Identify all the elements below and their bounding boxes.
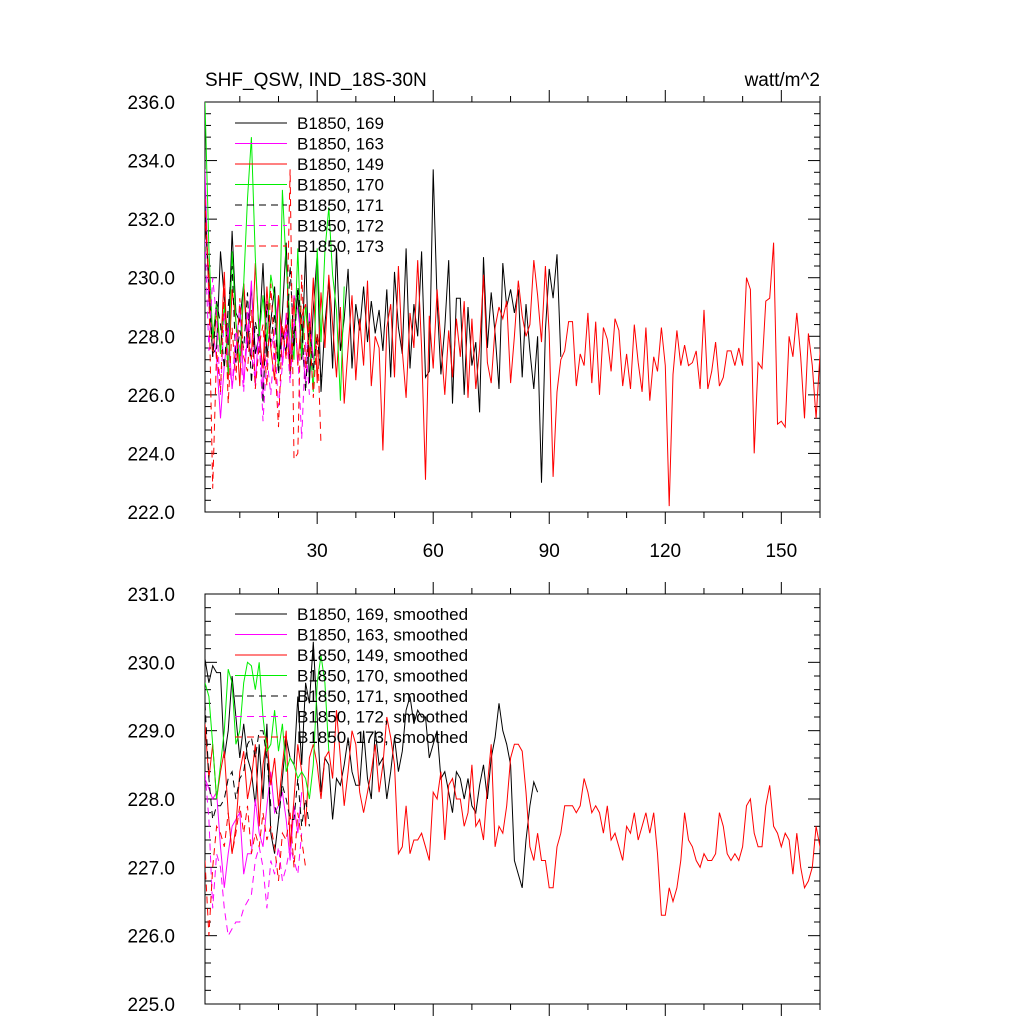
x-tick-label: 30 bbox=[307, 541, 328, 562]
y-tick-label: 230.0 bbox=[127, 269, 175, 290]
chart-units: watt/m^2 bbox=[744, 70, 820, 91]
series-line-170 bbox=[205, 102, 345, 401]
series-line-149 bbox=[205, 710, 820, 916]
legend-label: B1850, 163, smoothed bbox=[297, 626, 468, 645]
series-line-171-dashed bbox=[205, 703, 310, 827]
bottom-panel: 225.0 226.0 227.0 228.0 229.0 230.0 231.0 B1850… bbox=[127, 582, 821, 1016]
y-tick-label: 226.0 bbox=[127, 386, 175, 407]
legend-label: B1850, 169, smoothed bbox=[297, 605, 468, 624]
series-line-169 bbox=[205, 169, 562, 483]
legend-label: B1850, 173, smoothed bbox=[297, 728, 468, 747]
y-tick-label: 222.0 bbox=[127, 503, 175, 524]
legend-label: B1850, 149 bbox=[297, 155, 384, 174]
legend-label: B1850, 169 bbox=[297, 114, 384, 133]
legend-label: B1850, 170 bbox=[297, 176, 384, 195]
series-line-149 bbox=[205, 219, 820, 507]
legend-label: B1850, 172 bbox=[297, 217, 384, 236]
y-tick-label: 229.0 bbox=[127, 722, 175, 743]
y-tick-label: 236.0 bbox=[127, 93, 175, 114]
y-tick-label: 225.0 bbox=[127, 995, 175, 1016]
y-tick-label: 230.0 bbox=[127, 653, 175, 674]
series-line-173-dashed bbox=[205, 805, 307, 936]
y-tick-label: 224.0 bbox=[127, 444, 175, 465]
x-tick-label: 90 bbox=[539, 541, 560, 562]
series-line-163 bbox=[205, 771, 303, 888]
series-line-173-dashed bbox=[205, 169, 322, 489]
series-line-170 bbox=[205, 655, 330, 800]
y-tick-label: 227.0 bbox=[127, 858, 175, 879]
legend-label: B1850, 173 bbox=[297, 237, 384, 256]
series-line-172-dashed bbox=[205, 771, 303, 938]
chart-title: SHF_QSW, IND_18S-30N bbox=[205, 70, 427, 91]
series-line-169 bbox=[205, 641, 539, 888]
x-tick-label: 60 bbox=[423, 541, 444, 562]
legend-label: B1850, 149, smoothed bbox=[297, 646, 468, 665]
series-line-172-dashed bbox=[205, 239, 310, 439]
series-line-171-dashed bbox=[205, 207, 322, 404]
y-tick-label: 228.0 bbox=[127, 327, 175, 348]
x-tick-label: 150 bbox=[765, 541, 797, 562]
y-tick-label: 231.0 bbox=[127, 585, 175, 606]
y-tick-label: 226.0 bbox=[127, 927, 175, 948]
y-tick-label: 232.0 bbox=[127, 210, 175, 231]
top-panel: 30 60 90 120 150 222.0 224.0 226.0 228.0 230.0 232… bbox=[127, 90, 821, 562]
series-line-163 bbox=[205, 169, 318, 419]
y-tick-label: 228.0 bbox=[127, 790, 175, 811]
legend-label: B1850, 163 bbox=[297, 135, 384, 154]
legend-label: B1850, 171, smoothed bbox=[297, 687, 468, 706]
x-tick-label: 120 bbox=[649, 541, 681, 562]
plot-frame bbox=[204, 101, 821, 513]
legend-label: B1850, 172, smoothed bbox=[297, 708, 468, 727]
y-tick-label: 234.0 bbox=[127, 152, 175, 173]
legend-label: B1850, 171 bbox=[297, 196, 384, 215]
legend-label: B1850, 170, smoothed bbox=[297, 667, 468, 686]
